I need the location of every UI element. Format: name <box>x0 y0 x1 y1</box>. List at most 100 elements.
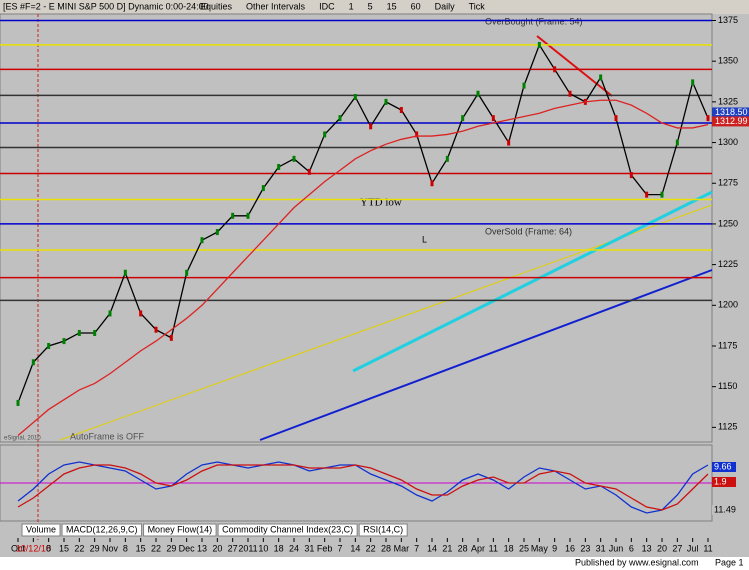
x-tick-label: 18 <box>504 543 514 553</box>
footer <box>0 557 749 570</box>
y-tick-label: 1275 <box>718 178 738 188</box>
tab[interactable] <box>61 523 143 537</box>
tab[interactable] <box>21 523 61 537</box>
price-series <box>17 43 709 404</box>
price-bar <box>139 310 143 317</box>
price-bar <box>399 107 403 114</box>
toolbar-item[interactable]: IDC <box>319 1 335 11</box>
price-bar <box>706 115 710 122</box>
price-bar <box>415 131 419 138</box>
tab-label[interactable]: Commodity Channel Index(23,C) <box>222 524 353 534</box>
price-bar <box>522 82 526 89</box>
price-bar <box>614 115 618 122</box>
price-bar <box>215 229 219 236</box>
price-bar <box>246 212 250 219</box>
x-tick-label: 28 <box>458 543 468 553</box>
price-bar <box>16 399 20 406</box>
price-bar <box>599 74 603 81</box>
footer-page: Page 1 <box>715 557 744 567</box>
toolbar-item[interactable]: Tick <box>469 1 486 11</box>
x-tick-label: 11 <box>703 543 712 553</box>
annotation: OverSold (Frame: 64) <box>485 226 572 236</box>
tab-label[interactable]: RSI(14,C) <box>363 524 403 534</box>
toolbar-item[interactable]: Equities <box>200 1 233 11</box>
x-tick-label: 21 <box>442 543 452 553</box>
toolbar-item[interactable]: 15 <box>387 1 397 11</box>
tab-label[interactable]: MACD(12,26,9,C) <box>66 524 138 534</box>
x-tick-label: 13 <box>197 543 207 553</box>
y-tick-label: 1175 <box>718 340 737 350</box>
y-tick-label: 1375 <box>718 15 738 25</box>
y-tick-label: 1350 <box>718 56 738 66</box>
footer-publisher: Published by www.esignal.com <box>575 557 699 567</box>
x-tick-label: 15 <box>59 543 69 553</box>
x-tick-label: 7 <box>337 543 342 553</box>
toolbar-item[interactable]: Daily <box>435 1 456 11</box>
x-tick-label: 14 <box>427 543 437 553</box>
price-bar <box>568 90 572 97</box>
x-tick-label: 31 <box>596 543 606 553</box>
x-tick-label: 2011 <box>238 543 257 553</box>
indicator-box <box>712 462 736 472</box>
y-tick-label: 1125 <box>718 422 737 432</box>
price-bar <box>537 41 541 48</box>
price-bar <box>154 326 158 333</box>
price-label: 1312.99 <box>715 116 748 126</box>
price-bar <box>261 185 265 192</box>
toolbar-item[interactable]: Other Intervals <box>246 1 306 11</box>
price-bar <box>77 329 81 336</box>
tab[interactable] <box>358 523 408 537</box>
annotation: YTD low <box>360 197 402 209</box>
indicator-box <box>712 505 736 515</box>
price-bar <box>461 115 465 122</box>
price-bar <box>476 90 480 97</box>
x-tick-label: 22 <box>151 543 161 553</box>
price-bar <box>123 269 127 276</box>
price-bar <box>231 212 235 219</box>
toolbar-item[interactable]: 5 <box>368 1 373 11</box>
price-bar <box>185 269 189 276</box>
x-tick-label: Oct <box>11 543 26 553</box>
x-tick-label: 31 <box>304 543 314 553</box>
tab-label[interactable]: Volume <box>26 524 56 534</box>
x-tick-label: 10/12/10 <box>16 543 51 553</box>
tab-label[interactable]: Money Flow(14) <box>148 524 213 534</box>
price-bar <box>31 359 35 366</box>
price-bar <box>645 191 649 198</box>
x-tick-label: 15 <box>136 543 146 553</box>
price-label: 1318.50 <box>715 107 748 117</box>
x-tick-label: 6 <box>629 543 634 553</box>
trend-line <box>536 35 613 97</box>
x-tick-label: May <box>531 543 549 553</box>
price-bar <box>93 329 97 336</box>
x-tick-label: 8 <box>46 543 51 553</box>
indicator-label: 11.49 <box>714 504 736 514</box>
x-tick-label: Nov <box>102 543 119 553</box>
price-bar <box>200 237 204 244</box>
x-tick-label: Jul <box>687 543 699 553</box>
x-tick-label: 22 <box>74 543 84 553</box>
price-bar <box>445 155 449 162</box>
oscillator-series <box>17 464 709 511</box>
x-tick-label: 20 <box>212 543 222 553</box>
y-tick-label: 1225 <box>718 259 738 269</box>
price-bar <box>47 342 51 349</box>
y-tick-label: 1250 <box>718 218 738 228</box>
x-tick-label: 24 <box>289 543 299 553</box>
price-bar <box>169 334 173 341</box>
toolbar-symbol[interactable]: [ES #F=2 - E MINI S&P 500 D] Dynamic 0:0… <box>3 1 209 11</box>
tab[interactable] <box>143 523 217 537</box>
annotation: L <box>422 234 427 244</box>
x-tick-label: Apr <box>471 543 485 553</box>
x-tick-label: 29 <box>90 543 100 553</box>
oscillator-series <box>17 461 709 514</box>
price-bar <box>660 191 664 198</box>
tab[interactable] <box>217 523 358 537</box>
toolbar-item[interactable]: 1 <box>349 1 354 11</box>
x-tick-label: 7 <box>414 543 419 553</box>
x-tick-label: 20 <box>657 543 667 553</box>
toolbar-item[interactable]: 60 <box>411 1 421 11</box>
x-tick-label: 8 <box>123 543 128 553</box>
y-tick-label: 1150 <box>718 381 737 391</box>
